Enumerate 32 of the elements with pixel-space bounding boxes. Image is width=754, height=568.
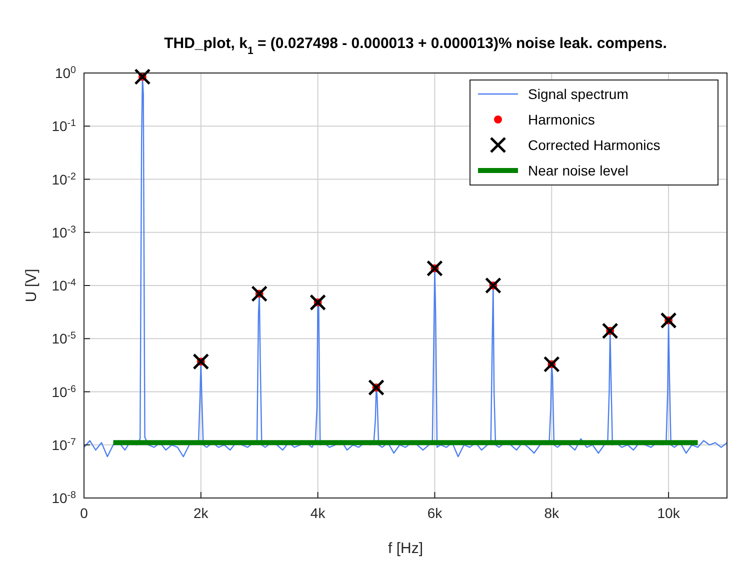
x-tick-label: 4k bbox=[310, 505, 326, 521]
x-tick-label: 0 bbox=[80, 505, 88, 521]
point bbox=[134, 68, 151, 85]
x-tick-label: 2k bbox=[194, 505, 210, 521]
x-tick-label: 8k bbox=[544, 505, 560, 521]
point bbox=[426, 260, 443, 277]
point bbox=[192, 353, 210, 370]
point bbox=[310, 294, 326, 311]
point bbox=[543, 356, 560, 372]
y-tick-label: 10$^{-2}$ bbox=[52, 170, 76, 188]
legend-label: Corrected Harmonics bbox=[528, 137, 660, 153]
legend-label: Harmonics bbox=[528, 112, 595, 128]
y-tick-label: 10$^{-3}$ bbox=[52, 224, 77, 240]
y-axis-title: U [V] bbox=[23, 268, 40, 302]
x-tick-label: 6k bbox=[427, 505, 444, 521]
y-tick-label: 10$^{0}$ bbox=[54, 64, 77, 81]
point bbox=[368, 379, 385, 396]
point bbox=[251, 285, 268, 302]
x-axis-title: f [Hz] bbox=[388, 540, 424, 557]
point bbox=[660, 312, 677, 329]
y-tick-label: 10$^{-5}$ bbox=[52, 330, 77, 347]
y-tick-label: 10$^{-1}$ bbox=[52, 118, 76, 134]
y-tick-label: 10$^{-6}$ bbox=[52, 383, 77, 400]
chart-title: THD_plot, k$_{1}$ = (0.027498 - 0.000013 + 0.000013)% noise leak. compens. bbox=[164, 35, 667, 57]
x-tick-label: 10k bbox=[657, 505, 681, 521]
legend-label: Near noise level bbox=[528, 162, 628, 178]
legend-label: Signal spectrum bbox=[528, 86, 628, 102]
y-tick-label: 10$^{-7}$ bbox=[52, 436, 76, 453]
y-tick-label: 10$^{-4}$ bbox=[52, 277, 77, 294]
y-tick-label: 10$^{-8}$ bbox=[52, 490, 77, 506]
point bbox=[484, 277, 502, 294]
point bbox=[602, 322, 618, 340]
